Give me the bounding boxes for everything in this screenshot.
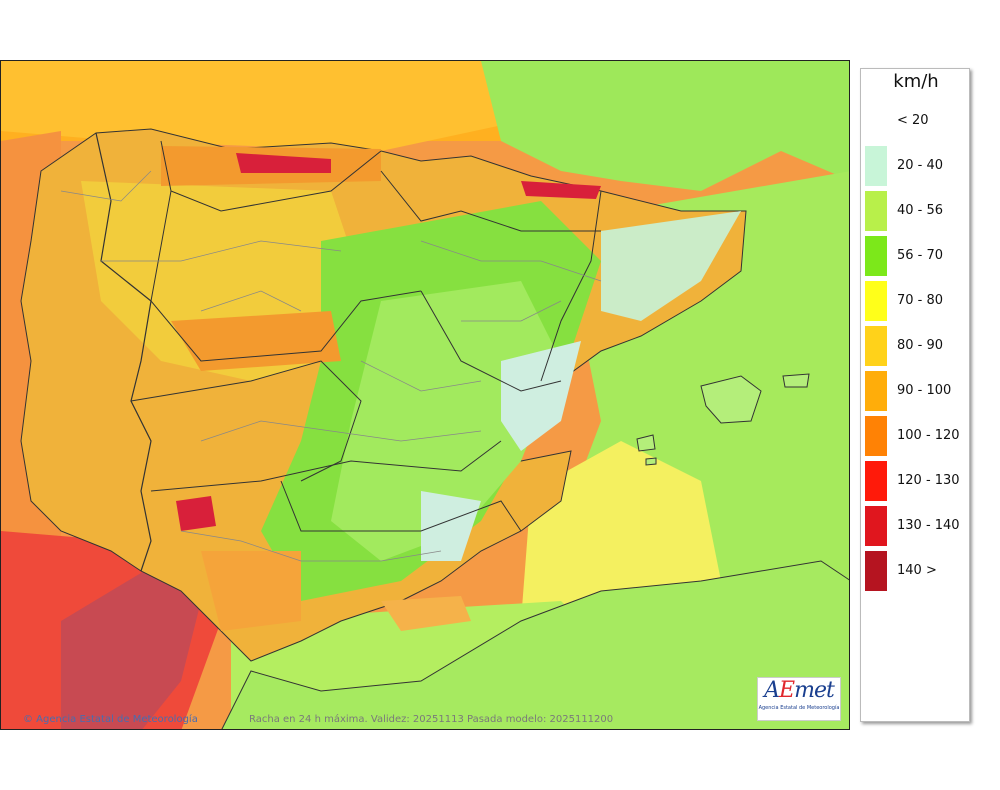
legend-row: 100 - 120	[861, 416, 971, 456]
legend-swatch	[865, 416, 887, 456]
legend-swatch	[865, 191, 887, 231]
wind-gust-map: © Agencia Estatal de Meteorología Racha …	[0, 60, 850, 730]
legend-label: 100 - 120	[897, 428, 960, 443]
south-orange-zone	[201, 551, 301, 631]
legend-label: 70 - 80	[897, 293, 944, 308]
mallorca	[700, 375, 762, 424]
north-africa-coast	[221, 560, 849, 729]
legend-label: 130 - 140	[897, 518, 960, 533]
legend-swatch	[865, 281, 887, 321]
province-borders	[60, 170, 602, 562]
legend-row: 40 - 56	[861, 191, 971, 231]
portugal-border	[95, 132, 152, 572]
legend-swatch	[865, 101, 887, 141]
ebro-valley-low-zone	[601, 211, 741, 321]
formentera	[645, 457, 657, 466]
legend-swatch	[865, 326, 887, 366]
interior-light-green-zone	[331, 281, 561, 561]
africa-orange-zone	[381, 596, 471, 631]
central-range-strong-zone	[171, 311, 341, 371]
aemet-logo: AEmet Agencia Estatal de Meteorología	[757, 677, 841, 721]
legend-label: 20 - 40	[897, 158, 944, 173]
valencia-low-zone	[501, 341, 581, 451]
legend-label: 56 - 70	[897, 248, 944, 263]
legend-swatch	[865, 461, 887, 501]
northern-sea-band	[1, 61, 521, 151]
legend-swatch	[865, 371, 887, 411]
legend-row: 120 - 130	[861, 461, 971, 501]
map-canvas	[1, 61, 849, 729]
gulf-of-cadiz-dark	[61, 561, 201, 729]
sierra-morena-red-zone	[176, 496, 216, 531]
legend-label: 120 - 130	[897, 473, 960, 488]
validity-caption: Racha en 24 h máxima. Validez: 20251113 …	[249, 714, 614, 725]
legend-label: < 20	[897, 113, 929, 128]
legend-swatch	[865, 146, 887, 186]
copyright-credit: © Agencia Estatal de Meteorología	[23, 714, 198, 725]
legend-row: 70 - 80	[861, 281, 971, 321]
legend-row: 140 >	[861, 551, 971, 591]
legend-label: 40 - 56	[897, 203, 944, 218]
logo-wordmark: AEmet	[764, 678, 835, 703]
legend-panel: km/h < 20 20 - 40 40 - 56 56 - 70 70 - 80 80 …	[860, 68, 970, 722]
legend-row: 130 - 140	[861, 506, 971, 546]
legend-swatch	[865, 236, 887, 276]
legend-row: < 20	[861, 101, 971, 141]
legend-row: 80 - 90	[861, 326, 971, 366]
legend-label: 80 - 90	[897, 338, 944, 353]
legend-swatch	[865, 506, 887, 546]
ibiza	[636, 434, 656, 452]
legend-unit: km/h	[893, 71, 939, 92]
mediterranean-yellow-zone	[521, 441, 721, 621]
legend-row: 20 - 40	[861, 146, 971, 186]
cantabrian-red-zone	[236, 153, 331, 173]
legend-row: 56 - 70	[861, 236, 971, 276]
menorca	[782, 373, 810, 388]
region-borders	[130, 140, 602, 532]
legend-row: 90 - 100	[861, 371, 971, 411]
legend-label: 140 >	[897, 563, 937, 578]
logo-subtitle: Agencia Estatal de Meteorología	[758, 705, 840, 711]
legend-swatch	[865, 551, 887, 591]
murcia-low-zone	[421, 491, 481, 561]
pyrenees-red-zone	[521, 181, 601, 199]
legend-label: 90 - 100	[897, 383, 952, 398]
france-area	[481, 61, 849, 191]
